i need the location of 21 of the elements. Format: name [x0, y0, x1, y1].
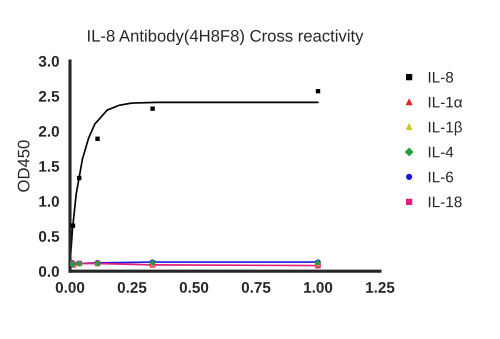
y-tick-label: 1.5	[39, 161, 60, 172]
y-axis-title: OD450	[18, 140, 30, 192]
x-tick-label: 0.75	[242, 282, 270, 293]
x-tick-label: 0.25	[118, 282, 146, 293]
x-tick-label: 1.25	[366, 282, 394, 293]
y-tick-label: 0.0	[38, 266, 59, 277]
y-tick-label: 2.0	[38, 126, 59, 137]
x-tick-label: 0.00	[56, 282, 84, 293]
legend-label: IL-4	[428, 146, 454, 158]
x-tick-label: 1.00	[304, 282, 332, 293]
x-tick-label: 0.50	[180, 282, 208, 293]
legend-label: IL-1α	[428, 96, 462, 108]
y-tick-label: 1.0	[39, 196, 59, 207]
y-tick-label: 0.5	[38, 231, 60, 242]
legend-label: IL-6	[428, 172, 454, 182]
legend-label: IL-1β	[428, 121, 462, 136]
chart-title: IL-8 Antibody(4H8F8) Cross reactivity	[88, 29, 364, 46]
y-tick-label: 3.0	[38, 56, 59, 67]
y-tick-label: 2.5	[38, 90, 60, 102]
legend-label: IL-18	[428, 196, 462, 208]
legend-label: IL-8	[428, 72, 454, 83]
